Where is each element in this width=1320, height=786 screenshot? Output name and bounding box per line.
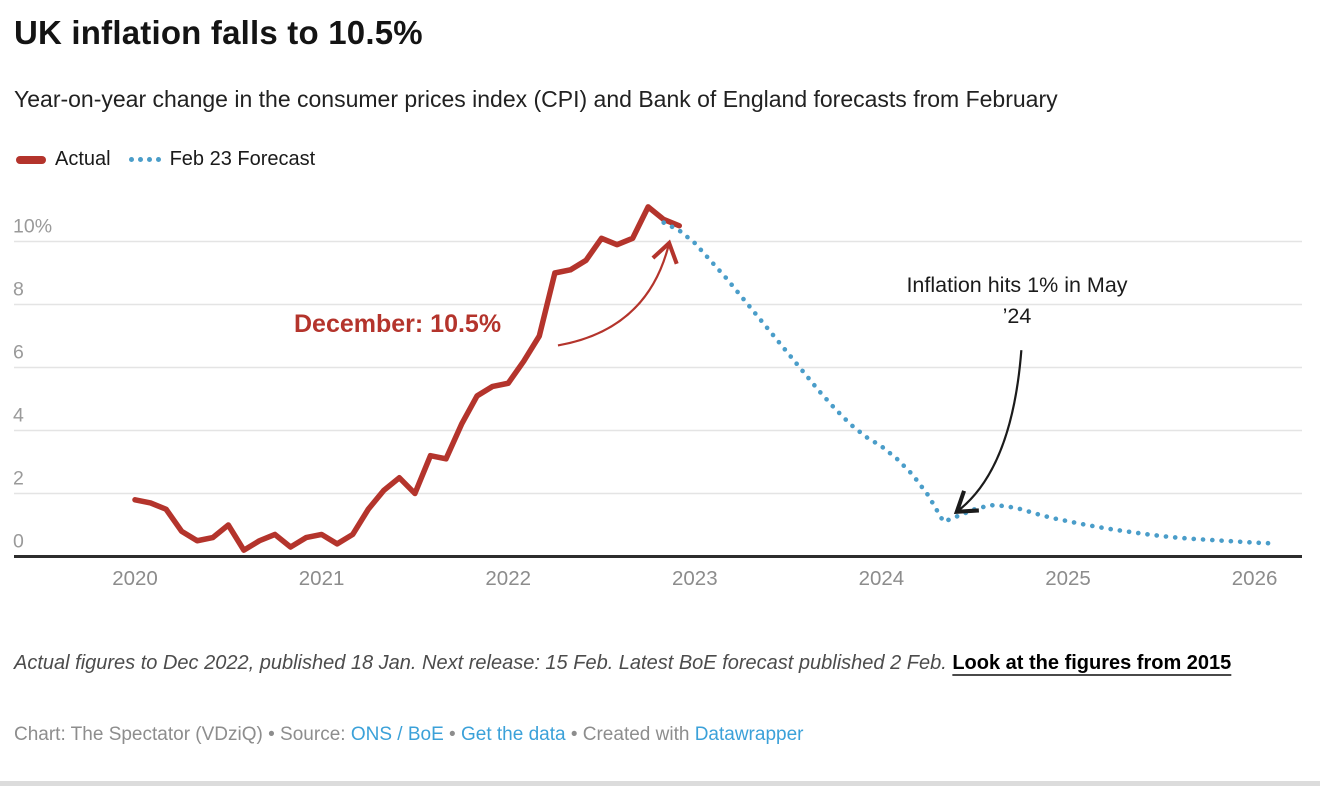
- x-tick-label-2023: 2023: [672, 567, 718, 590]
- y-tick-label-0: 0: [13, 531, 24, 553]
- byline: Chart: The Spectator (VDziQ) • Source: O…: [14, 724, 803, 746]
- annotation-may24: Inflation hits 1% in May ’24: [867, 270, 1167, 332]
- x-tick-label-2024: 2024: [859, 567, 905, 590]
- get-the-data-link[interactable]: Get the data: [460, 724, 566, 745]
- y-tick-label-8: 8: [13, 279, 24, 301]
- figures-from-2015-link[interactable]: Look at the figures from 2015: [952, 652, 1232, 674]
- x-tick-label-2020: 2020: [112, 567, 158, 590]
- annotation-may24-line2: ’24: [1002, 304, 1032, 328]
- forecast-dots-swatch: [128, 157, 161, 162]
- chart-notes: Actual figures to Dec 2022, published 18…: [14, 646, 1244, 680]
- x-tick-label-2026: 2026: [1232, 567, 1278, 590]
- legend-label-forecast: Feb 23 Forecast: [169, 148, 316, 170]
- source-link[interactable]: ONS / BoE: [350, 724, 444, 745]
- may24-arrow: [953, 350, 1023, 514]
- legend-item-actual: Actual: [16, 148, 111, 171]
- x-tick-label-2022: 2022: [485, 567, 531, 590]
- bottom-border: [0, 781, 1320, 786]
- x-tick-label-2025: 2025: [1045, 567, 1091, 590]
- y-tick-label-2: 2: [13, 468, 24, 490]
- datawrapper-link[interactable]: Datawrapper: [694, 724, 804, 745]
- annotation-december: December: 10.5%: [294, 310, 502, 338]
- chart-svg: 0 2 4 6 8 10% 2020 2021 2022 2023 2024 2025 2026: [13, 204, 1302, 590]
- byline-chart-source: Chart: The Spectator (VDziQ) • Source:: [14, 724, 351, 745]
- actual-line-swatch: [16, 155, 46, 164]
- legend-label-actual: Actual: [55, 148, 111, 170]
- y-tick-label-10: 10%: [13, 216, 52, 238]
- chart-area: 0 2 4 6 8 10% 2020 2021 2022 2023 2024 2025 2026: [0, 185, 1320, 605]
- y-tick-label-4: 4: [13, 405, 24, 427]
- legend-item-forecast: Feb 23 Forecast: [128, 148, 316, 171]
- december-arrow: [557, 239, 679, 347]
- byline-separator: •: [443, 724, 461, 745]
- annotation-may24-line1: Inflation hits 1% in May: [906, 273, 1128, 297]
- chart-subtitle: Year-on-year change in the consumer pric…: [14, 86, 1058, 112]
- actual-line: [132, 204, 682, 553]
- notes-text: Actual figures to Dec 2022, published 18…: [14, 652, 953, 674]
- page-title: UK inflation falls to 10.5%: [14, 14, 423, 51]
- legend: Actual Feb 23 Forecast: [16, 148, 315, 171]
- byline-created-with: • Created with: [565, 724, 695, 745]
- y-tick-label-6: 6: [13, 342, 24, 364]
- x-tick-label-2021: 2021: [299, 567, 345, 590]
